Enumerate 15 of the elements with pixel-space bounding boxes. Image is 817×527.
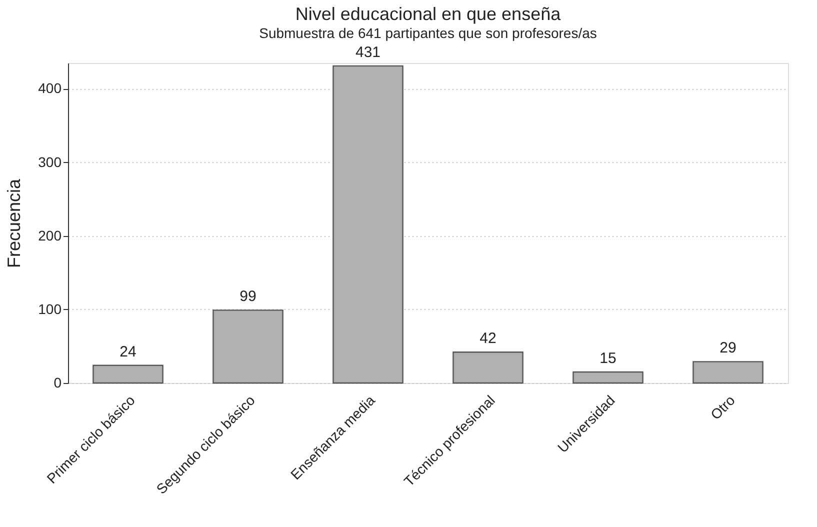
data-label: 99 <box>240 288 256 306</box>
data-label: 15 <box>600 350 616 367</box>
data-label: 24 <box>120 343 136 360</box>
y-tick-label: 400 <box>38 80 62 96</box>
y-tick-label: 200 <box>38 227 62 244</box>
chart-subtitle: Submuestra de 641 partipantes que son profesores/as <box>259 24 597 41</box>
y-tick-label: 0 <box>54 374 62 390</box>
data-label: 42 <box>480 330 496 348</box>
chart-title: Nivel educacional en que enseña <box>295 4 562 24</box>
y-tick-label: 300 <box>38 154 62 170</box>
data-label: 431 <box>355 44 381 61</box>
x-tick-label: Otro <box>707 392 738 423</box>
y-tick-label: 100 <box>38 300 62 317</box>
data-label: 29 <box>720 340 736 357</box>
y-axis-title: Frecuencia <box>4 178 24 268</box>
